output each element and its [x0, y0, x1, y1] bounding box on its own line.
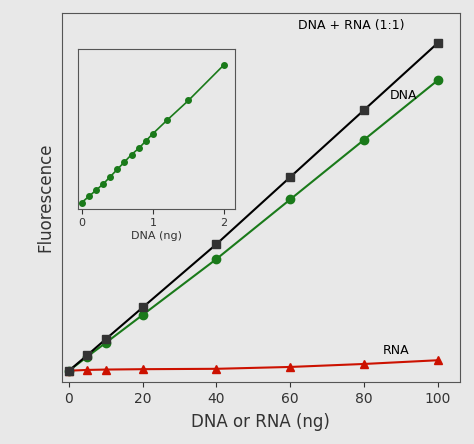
X-axis label: DNA (ng): DNA (ng) — [131, 231, 182, 241]
Text: DNA: DNA — [390, 89, 417, 102]
Text: DNA + RNA (1:1): DNA + RNA (1:1) — [298, 19, 404, 32]
Text: RNA: RNA — [383, 344, 409, 357]
Y-axis label: Fluorescence: Fluorescence — [36, 143, 55, 252]
X-axis label: DNA or RNA (ng): DNA or RNA (ng) — [191, 412, 330, 431]
